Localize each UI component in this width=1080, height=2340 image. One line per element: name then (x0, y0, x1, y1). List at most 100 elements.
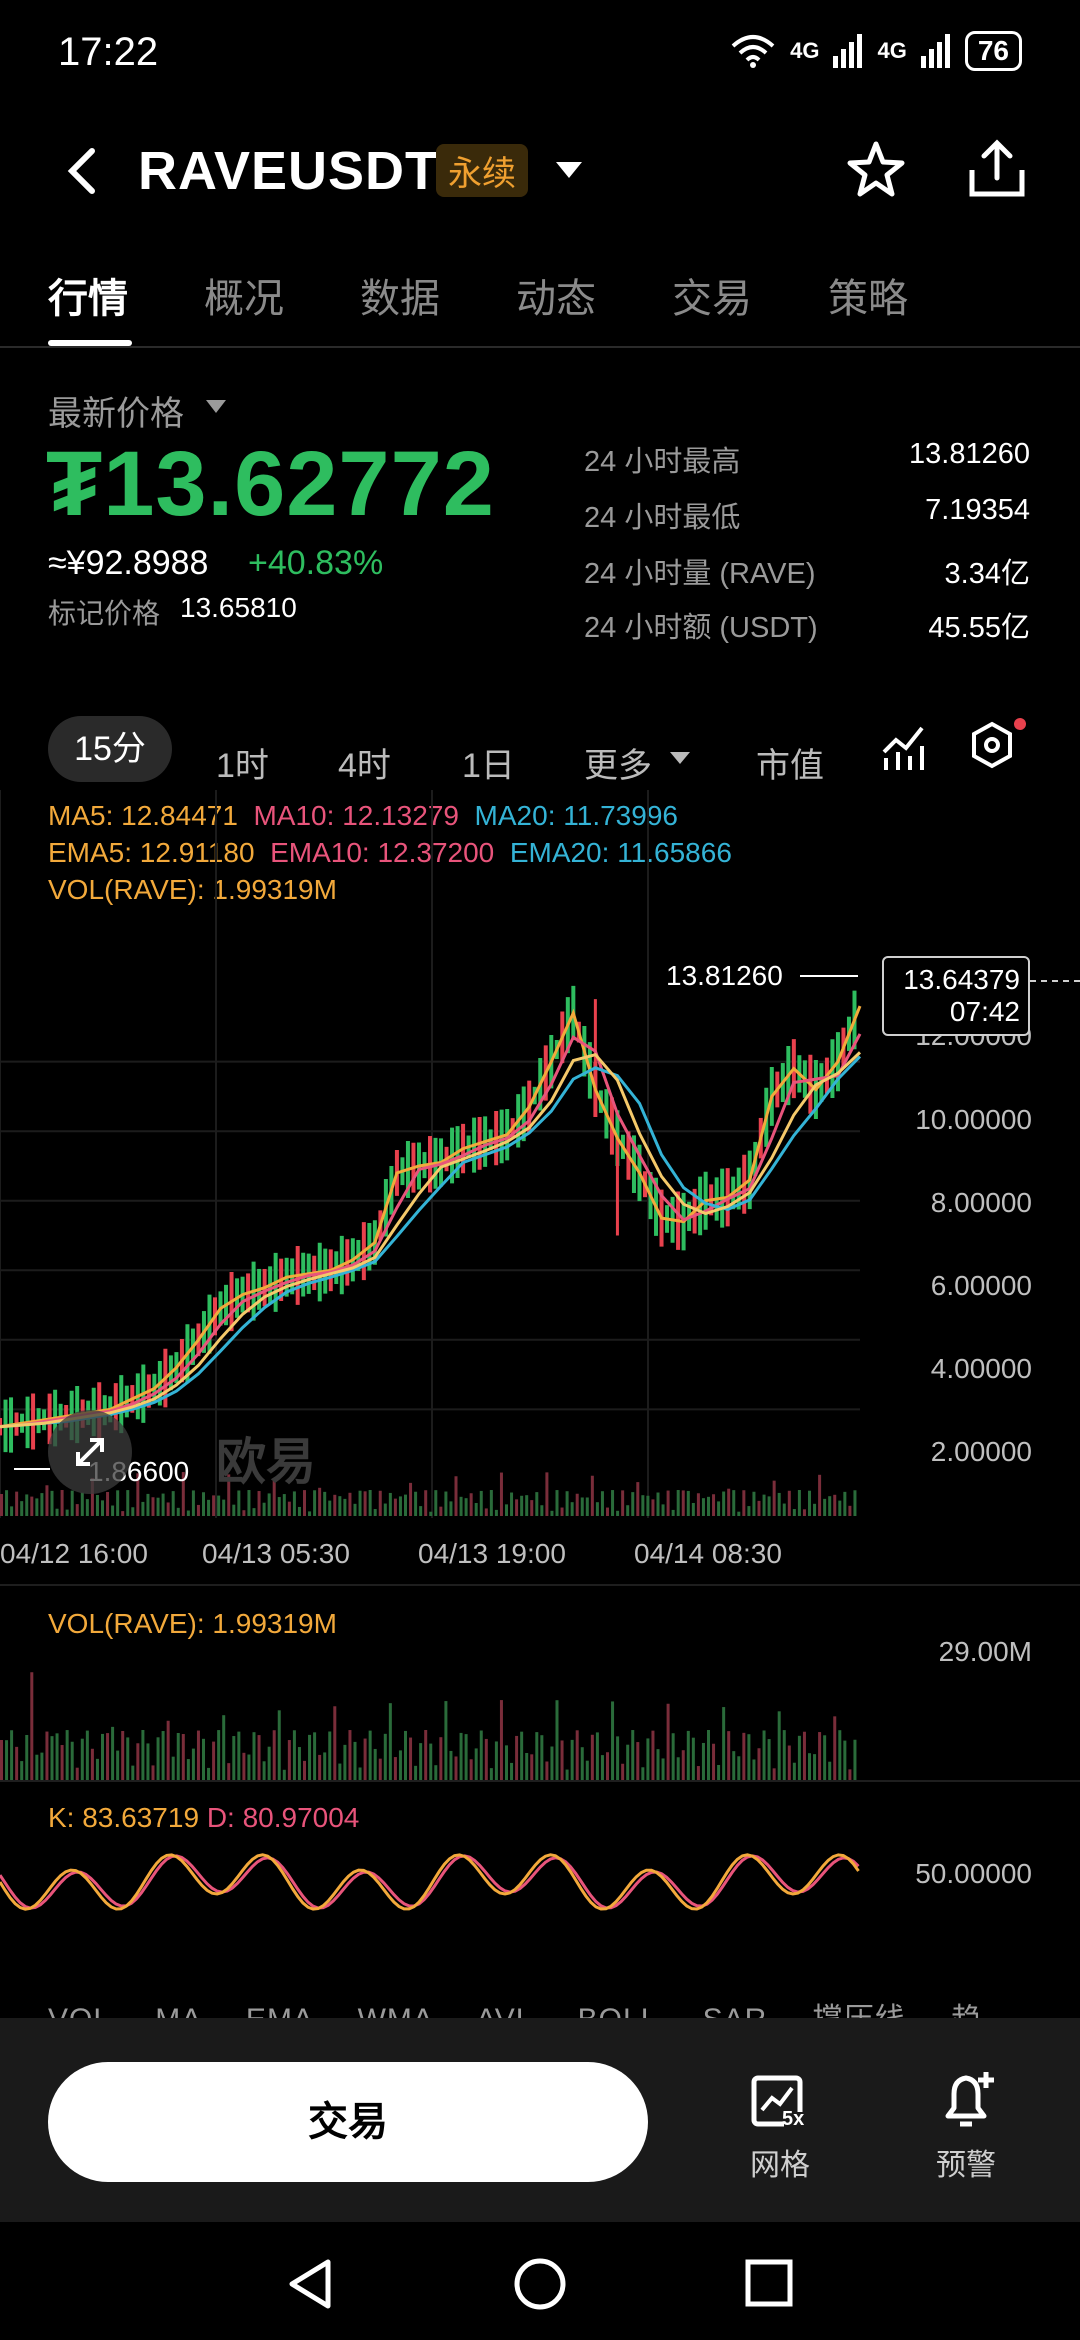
kd-chart[interactable] (0, 1782, 1080, 1978)
favorite-star-icon[interactable] (846, 140, 906, 200)
volume-bar (767, 1739, 771, 1780)
volume-bar (419, 1743, 423, 1780)
volume-bar (792, 1762, 796, 1780)
main-volume-bar (464, 1498, 468, 1516)
grid-bot-icon[interactable] (750, 2074, 810, 2132)
volume-bar (464, 1734, 468, 1780)
signal-2-icon: 4G (877, 38, 907, 63)
volume-bar (802, 1731, 806, 1780)
main-volume-bar (535, 1492, 539, 1516)
timeframe-4h[interactable]: 4时 (338, 747, 391, 785)
volume-bar (398, 1750, 402, 1780)
volume-bar (813, 1754, 817, 1780)
nav-home-icon[interactable] (512, 2256, 568, 2312)
price-chart[interactable] (0, 790, 1080, 1518)
main-volume-bar (828, 1496, 832, 1516)
main-volume-bar (424, 1490, 428, 1516)
ma-values: MA5: 12.84471 MA10: 12.13279 MA20: 11.73… (48, 800, 678, 832)
main-volume-bar (378, 1490, 382, 1516)
share-icon[interactable] (966, 138, 1028, 200)
alert-bell-icon[interactable] (938, 2068, 998, 2132)
main-volume-bar (636, 1482, 640, 1516)
main-volume-bar (252, 1508, 256, 1516)
tab-feed[interactable]: 动态 (516, 277, 596, 321)
volume-bar (499, 1700, 503, 1780)
back-icon[interactable] (62, 146, 102, 196)
wifi-icon (731, 35, 775, 68)
timeframe-15m[interactable]: 15分 (48, 716, 172, 782)
main-volume-bar (722, 1491, 726, 1516)
main-volume-bar (752, 1491, 756, 1516)
chevron-down-icon[interactable] (556, 162, 582, 178)
volume-bar (0, 1740, 3, 1780)
volume-bar (833, 1716, 837, 1780)
main-volume-bar (767, 1496, 771, 1516)
y-tick-6: 6.00000 (930, 1270, 1032, 1301)
main-volume-bar (600, 1491, 604, 1516)
indicator-chart-icon[interactable] (880, 722, 926, 770)
grid-label[interactable]: 网格 (750, 2149, 810, 2182)
main-volume-bar (585, 1497, 589, 1516)
main-volume-bar (242, 1510, 246, 1516)
tab-strategy[interactable]: 策略 (828, 277, 908, 321)
main-volume-bar (146, 1493, 150, 1516)
main-volume-bar (393, 1498, 397, 1516)
main-volume-bar (156, 1497, 160, 1516)
tab-data[interactable]: 数据 (360, 277, 440, 321)
main-volume-bar (818, 1474, 822, 1516)
volume-bar (111, 1726, 115, 1780)
more-caret-icon[interactable] (670, 752, 690, 764)
volume-bar (353, 1741, 357, 1780)
trade-button[interactable]: 交易 (48, 2062, 648, 2182)
volume-bar (247, 1754, 251, 1780)
caret-down-icon[interactable] (206, 400, 226, 413)
volume-bar (318, 1754, 322, 1780)
tab-trade[interactable]: 交易 (672, 277, 752, 321)
expand-chart-button[interactable] (48, 1410, 132, 1494)
volume-bar (424, 1730, 428, 1780)
volume-bar (378, 1758, 382, 1780)
main-volume-bar (20, 1501, 24, 1516)
main-volume-bar (499, 1472, 503, 1516)
tab-overview[interactable]: 概况 (204, 277, 284, 321)
main-volume-bar (95, 1494, 99, 1516)
main-volume-bar (691, 1502, 695, 1516)
main-volume-bar (782, 1503, 786, 1516)
volume-bar (671, 1733, 675, 1780)
main-volume-bar (676, 1490, 680, 1516)
main-volume-bar (414, 1491, 418, 1516)
timeframe-1h[interactable]: 1时 (216, 747, 269, 785)
alert-label[interactable]: 预警 (936, 2149, 996, 2182)
main-volume-bar (267, 1493, 271, 1516)
main-volume-bar (272, 1479, 276, 1516)
volume-bar (292, 1730, 296, 1780)
volume-bar (20, 1761, 24, 1780)
main-volume-bar (0, 1494, 3, 1516)
volume-bar (505, 1745, 508, 1780)
volume-bar (434, 1765, 438, 1780)
volume-bar (469, 1759, 473, 1780)
main-volume-bar (631, 1492, 635, 1516)
nav-back-icon[interactable] (286, 2256, 336, 2312)
settings-hexagon-icon[interactable] (966, 718, 1026, 774)
volume-bar (590, 1734, 594, 1780)
last-price-label[interactable]: 最新价格 (48, 395, 184, 433)
volume-bar (712, 1743, 716, 1780)
main-volume-bar (606, 1507, 609, 1516)
main-volume-bar (494, 1509, 498, 1516)
symbol-title[interactable]: RAVEUSDT (138, 141, 440, 201)
volume-bar (494, 1741, 498, 1780)
timeframe-1d[interactable]: 1日 (462, 747, 515, 785)
volume-chart[interactable] (0, 1584, 1080, 1780)
tab-market[interactable]: 行情 (48, 277, 128, 321)
last-price: ₮13.62772 (46, 433, 495, 535)
market-cap-toggle[interactable]: 市值 (756, 747, 824, 785)
main-volume-bar (727, 1488, 731, 1516)
main-volume-bar (75, 1504, 79, 1516)
nav-recents-icon[interactable] (744, 2258, 794, 2308)
volume-bar (95, 1758, 99, 1780)
volume-bar (489, 1768, 493, 1780)
timeframe-more[interactable]: 更多 (584, 747, 652, 785)
volume-bar (828, 1761, 832, 1780)
volume-bar (45, 1731, 49, 1780)
